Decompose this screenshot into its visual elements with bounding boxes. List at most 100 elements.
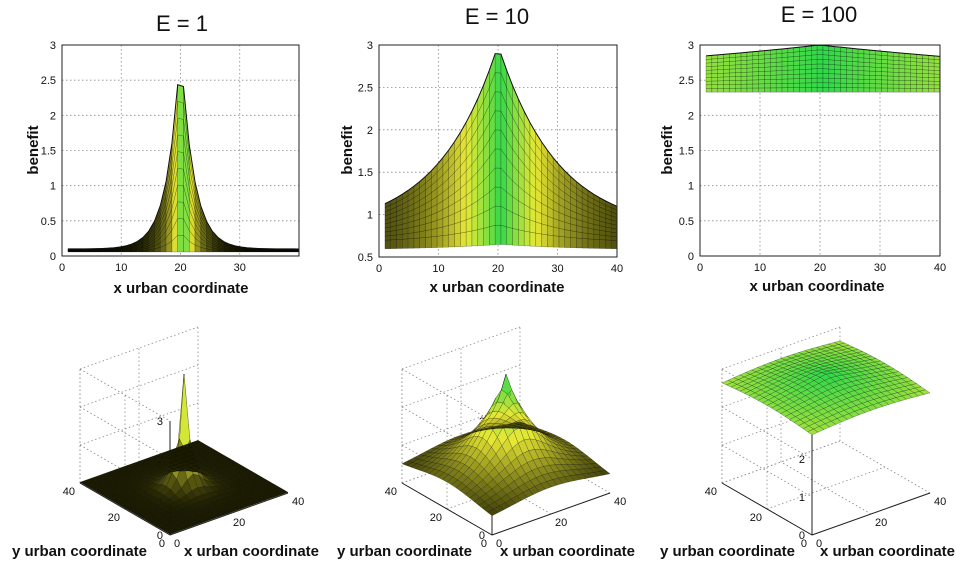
y-tick-label: 40 <box>63 486 75 498</box>
x-tick-label: 10 <box>432 263 444 275</box>
x-tick-label: 40 <box>614 496 626 508</box>
y-axis <box>722 483 812 535</box>
x-tick-label: 0 <box>697 262 703 274</box>
panel-title: E = 10 <box>465 4 529 29</box>
x-tick-label: 10 <box>754 262 766 274</box>
y-tick-label: 0.5 <box>41 216 56 228</box>
x-tick-label: 40 <box>611 263 623 275</box>
plot-3d-area: 01230204002040 <box>385 327 627 550</box>
surface-strip <box>402 190 408 248</box>
surface-strip <box>449 142 455 247</box>
panel-3d-e100: 01230204002040 y urban coordinate x urba… <box>660 327 955 560</box>
surface-strip <box>501 54 507 244</box>
y-tick-label: 20 <box>108 512 120 524</box>
panel-3d-e10: 01230204002040 y urban coordinate x urba… <box>337 327 635 560</box>
y-tick-label: 0.5 <box>679 216 694 228</box>
y-tick-label: 0 <box>50 251 56 263</box>
y-axis-label: benefit <box>659 125 676 174</box>
x-tick-label: 20 <box>875 517 887 529</box>
x-tick-label: 30 <box>234 262 246 274</box>
panel-title: E = 100 <box>781 2 857 27</box>
surface-strip <box>594 194 600 248</box>
surface-strip <box>489 54 495 245</box>
plot-3d-area: 01230204002040 <box>63 327 305 550</box>
surface-strip <box>588 190 594 248</box>
y-tick-label: 3 <box>688 40 694 52</box>
y-tick-label: 2 <box>50 110 56 122</box>
y-axis-label: y urban coordinate <box>12 543 147 560</box>
plot-area: 0.511.522.530 10 20 30 40 <box>358 40 623 275</box>
y-axis-label: benefit <box>25 125 42 174</box>
x-tick-label: 0 <box>376 263 382 275</box>
x-axis <box>812 493 930 535</box>
x-axis-label: x urban coordinate <box>820 543 955 560</box>
panel-e10: E = 10 0.511.522.530 10 20 30 40 x urban coo… <box>339 4 623 296</box>
panel-e100: E = 100 00.511.522.530 10 20 30 40 x urban c… <box>659 2 946 295</box>
x-tick-label: 0 <box>174 538 180 550</box>
y-tick-label: 2.5 <box>679 75 694 87</box>
y-tick-label: 3 <box>367 40 373 52</box>
x-axis-label: x urban coordinate <box>113 280 248 297</box>
y-tick-label: 1 <box>688 181 694 193</box>
z-tick-label: 3 <box>157 416 163 428</box>
y-tick-label: 1 <box>50 181 56 193</box>
x-axis-label: x urban coordinate <box>749 278 884 295</box>
x-tick-label: 40 <box>934 262 946 274</box>
y-tick-label: 2 <box>367 125 373 137</box>
surface-strip <box>397 194 403 248</box>
plot-area: 00.511.522.530 10 20 30 40 <box>679 40 946 274</box>
grid-line <box>767 467 885 509</box>
panel-e1: E = 1 00.511.522.530 10 20 30 x urban coord… <box>25 11 299 297</box>
x-tick-label: 20 <box>814 262 826 274</box>
z-tick-label: 1 <box>799 492 805 504</box>
surface-mesh <box>402 374 610 516</box>
y-tick-label: 3 <box>50 40 56 52</box>
x-tick-label: 20 <box>174 262 186 274</box>
panel-3d-e1: 01230204002040 y urban coordinate x urba… <box>12 327 319 560</box>
grid-line <box>781 462 871 514</box>
y-tick-label: 2.5 <box>358 82 373 94</box>
surface-band <box>706 45 940 92</box>
y-tick-label: 0 <box>688 251 694 263</box>
x-axis-label: x urban coordinate <box>500 543 635 560</box>
y-tick-label: 1.5 <box>679 146 694 158</box>
y-tick-label: 1.5 <box>358 167 373 179</box>
y-tick-label: 2.5 <box>41 75 56 87</box>
y-tick-label: 20 <box>430 512 442 524</box>
surface-strip <box>455 132 461 246</box>
grid-line <box>402 327 520 369</box>
grid-line <box>80 369 170 421</box>
surface-strip <box>507 71 513 245</box>
surface-strip <box>484 70 490 245</box>
surface-mesh <box>722 341 930 435</box>
x-axis-label: x urban coordinate <box>184 543 319 560</box>
surface-band <box>68 85 299 252</box>
x-axis-label: x urban coordinate <box>429 279 564 296</box>
surface-strip <box>600 198 606 249</box>
y-tick-label: 1 <box>367 210 373 222</box>
y-tick-label: 0 <box>481 538 487 550</box>
x-tick-label: 30 <box>551 263 563 275</box>
x-tick-label: 20 <box>492 263 504 275</box>
surface-band <box>385 54 617 249</box>
y-axis-label: benefit <box>339 125 356 174</box>
panel-title: E = 1 <box>156 11 208 36</box>
y-tick-label: 0 <box>801 538 807 550</box>
surface-strip <box>542 142 548 247</box>
surface-mesh <box>80 374 288 534</box>
surface-strip <box>547 150 553 247</box>
surface-strip <box>611 204 617 249</box>
y-axis-label: y urban coordinate <box>660 543 795 560</box>
grid-line <box>402 369 492 421</box>
x-tick-label: 20 <box>233 517 245 529</box>
x-tick-label: 40 <box>292 496 304 508</box>
y-tick-label: 40 <box>705 486 717 498</box>
plot-3d-area: 01230204002040 <box>705 327 947 550</box>
y-tick-label: 40 <box>385 486 397 498</box>
grid-line <box>80 327 198 369</box>
surface-strip <box>391 198 397 249</box>
x-tick-label: 40 <box>934 496 946 508</box>
x-tick-label: 20 <box>555 517 567 529</box>
y-tick-label: 2 <box>688 110 694 122</box>
